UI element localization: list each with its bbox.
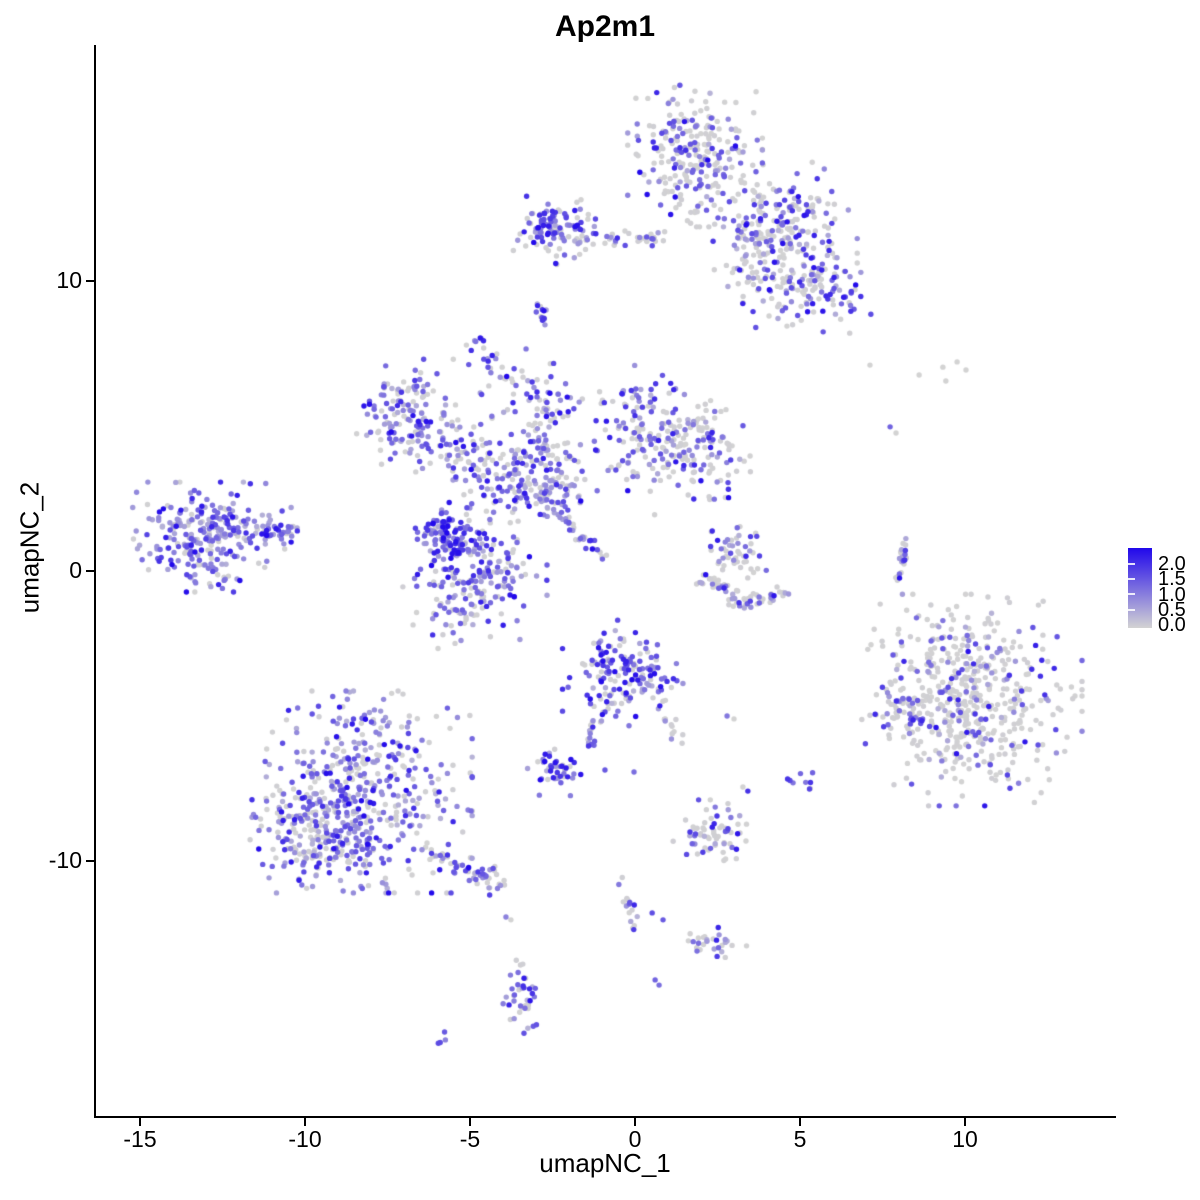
legend-bar-tick [1128, 578, 1135, 580]
x-tick-mark [799, 1118, 801, 1126]
legend-tick-label: 1.5 [1158, 568, 1186, 591]
y-tick-mark [86, 570, 94, 572]
x-tick-mark [304, 1118, 306, 1126]
x-axis-line [94, 1116, 1116, 1118]
legend-bar-tick [1128, 593, 1135, 595]
legend-tick-label: 2.0 [1158, 553, 1186, 575]
x-tick-mark [634, 1118, 636, 1126]
y-axis-title: umapNC_2 [14, 481, 45, 614]
x-tick-label: 10 [952, 1126, 978, 1152]
x-tick-label: -10 [288, 1126, 322, 1152]
y-axis-line [94, 45, 96, 1118]
x-tick-mark [964, 1118, 966, 1126]
x-tick-label: 5 [793, 1126, 807, 1152]
y-tick-label: 10 [56, 267, 82, 293]
legend-tick-label: 1.0 [1158, 583, 1186, 606]
x-tick-label: -15 [123, 1126, 157, 1152]
legend-tick-label: 0.0 [1158, 614, 1186, 636]
legend-bar-tick [1128, 609, 1135, 611]
x-tick-label: 0 [628, 1126, 642, 1152]
y-tick-mark [86, 280, 94, 282]
plot-title: Ap2m1 [554, 10, 656, 43]
legend-tick-label: 0.5 [1158, 598, 1186, 621]
x-axis-title: umapNC_1 [539, 1148, 671, 1178]
x-tick-label: -5 [459, 1126, 481, 1152]
legend-bar-tick [1128, 563, 1135, 565]
x-tick-mark [139, 1118, 141, 1126]
y-tick-mark [86, 860, 94, 862]
x-tick-mark [469, 1118, 471, 1126]
legend-colorbar [1128, 548, 1152, 628]
y-tick-label: 0 [69, 557, 82, 583]
y-tick-label: -10 [48, 847, 82, 873]
